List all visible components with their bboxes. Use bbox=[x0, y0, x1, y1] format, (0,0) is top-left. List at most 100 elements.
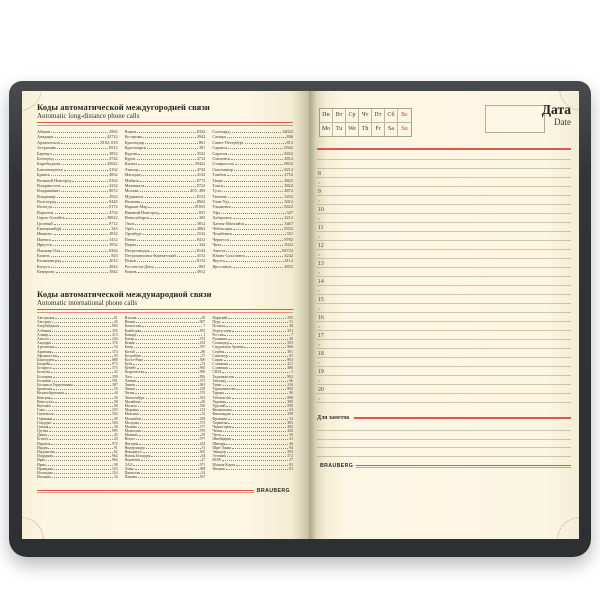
code-entry: Бельгия 32 bbox=[37, 370, 118, 374]
dotted-leader bbox=[51, 477, 113, 479]
code-entry-number: 8652 bbox=[284, 161, 293, 167]
code-entry: Екатеринбург 343 bbox=[37, 226, 118, 231]
section-divider bbox=[37, 309, 293, 313]
dotted-leader bbox=[141, 431, 199, 433]
hour-number: 9 bbox=[318, 188, 321, 195]
code-entry-number: 233 bbox=[111, 408, 118, 413]
code-entry-number: 593 bbox=[287, 450, 293, 454]
code-entry-number: 977 bbox=[199, 437, 206, 442]
code-entry-number: 996 bbox=[199, 370, 206, 375]
code-entry-number: 4162 bbox=[109, 166, 118, 172]
dotted-leader bbox=[142, 452, 199, 453]
hour-number: 19 bbox=[318, 368, 324, 375]
code-entry: Босния и Герцеговина 387 bbox=[37, 383, 118, 387]
code-entry-number: 4242 bbox=[284, 252, 293, 258]
code-entry-name: Новая Зеландия bbox=[124, 454, 151, 459]
code-entry: Египет 20 bbox=[37, 437, 118, 441]
dotted-leader bbox=[135, 338, 199, 340]
code-entry-name: Рязань bbox=[124, 269, 137, 275]
code-entry-name: Бахрейн bbox=[37, 362, 51, 367]
dotted-leader bbox=[139, 422, 199, 424]
code-entry-number: 351 bbox=[286, 231, 293, 237]
code-entry: Улан-Удэ 3012 bbox=[212, 199, 293, 204]
code-entry-number: 46 bbox=[289, 441, 293, 446]
code-entry: Южно-Сахалинск 4242 bbox=[212, 253, 293, 258]
dotted-leader bbox=[228, 318, 287, 319]
dotted-leader bbox=[49, 426, 113, 428]
code-entry: Магадан 4132 bbox=[125, 172, 206, 177]
code-entry: Германия 49 bbox=[37, 417, 118, 421]
dotted-leader bbox=[51, 132, 109, 133]
code-entry: Рязань 4912 bbox=[125, 269, 206, 274]
code-entry: Норвегия 47 bbox=[125, 458, 206, 462]
code-entry-number: 8772 bbox=[196, 177, 206, 183]
code-entry-number: 967 bbox=[199, 320, 206, 325]
code-entry-name: Хорватия bbox=[212, 420, 228, 425]
code-entry: Бахрейн 973 bbox=[37, 362, 118, 366]
code-entry-name: Тверь bbox=[212, 177, 223, 183]
dotted-leader bbox=[223, 431, 287, 433]
code-entry-number: 4012 bbox=[109, 258, 118, 264]
dotted-leader bbox=[230, 239, 284, 241]
code-entry-number: 595 bbox=[287, 316, 293, 320]
code-entry: Панама 507 bbox=[125, 475, 206, 479]
code-entry-name: Москва bbox=[124, 188, 139, 194]
code-entry: Горно-Алтайск 38822 bbox=[37, 215, 118, 220]
code-entry-name: Турция bbox=[212, 391, 225, 396]
code-entry: Кызыл 39422 bbox=[125, 161, 206, 166]
dotted-leader bbox=[139, 191, 190, 193]
code-entry-name: Нижний Новгород bbox=[124, 209, 159, 215]
dotted-leader bbox=[49, 338, 111, 340]
code-entry-number: 8782 bbox=[284, 236, 293, 242]
code-entry-number: 8182, 818 bbox=[100, 139, 118, 145]
half-hour-line: ▪ bbox=[317, 358, 571, 367]
dotted-leader bbox=[135, 351, 201, 353]
code-entry-name: Ульяновск bbox=[212, 204, 232, 210]
code-entry: Сальвадор 503 bbox=[212, 341, 293, 345]
code-entry-number: 372 bbox=[287, 454, 293, 459]
hour-line-15: 15 bbox=[317, 295, 571, 304]
code-entry-number: 863 bbox=[198, 263, 206, 269]
code-entry-number: 48 bbox=[289, 324, 293, 329]
dotted-leader bbox=[234, 164, 284, 166]
code-entry-number: 90 bbox=[289, 391, 293, 396]
code-entry-number: 4912 bbox=[196, 269, 206, 275]
code-entry: Коста-Рика 506 bbox=[125, 358, 206, 362]
dotted-leader bbox=[226, 405, 287, 407]
code-entry-name: Малайзия bbox=[124, 399, 141, 404]
code-entry: Владикавказ 8672 bbox=[37, 188, 118, 193]
code-entry-number: 373 bbox=[199, 420, 206, 425]
code-entry-number: 98 bbox=[113, 462, 118, 467]
code-entry: Азербайджан 994 bbox=[37, 324, 118, 328]
hour-line-10: 10 bbox=[317, 205, 571, 214]
code-entry-name: Ирак bbox=[37, 458, 46, 463]
code-entry-name: Марокко bbox=[124, 408, 139, 413]
code-entry-name: Екатеринбург bbox=[37, 226, 63, 232]
day-cell-en-4: Fr bbox=[372, 122, 385, 136]
code-entry: Астрахань 8512 bbox=[37, 145, 118, 150]
code-entry-name: Россия bbox=[212, 332, 224, 337]
code-entry: Марокко 212 bbox=[125, 408, 206, 412]
dotted-leader bbox=[225, 393, 289, 395]
dotted-leader bbox=[139, 169, 196, 171]
code-entry-number: 995 bbox=[111, 429, 118, 434]
code-entry: Самара 846 bbox=[212, 134, 293, 139]
code-entry-number: 3952 bbox=[109, 242, 118, 248]
code-entry: Индонезия 62 bbox=[37, 450, 118, 454]
code-entry: Малайзия 60 bbox=[125, 400, 206, 404]
dotted-leader bbox=[51, 443, 111, 445]
code-entry-name: Мексика bbox=[124, 412, 139, 417]
half-hour-line: ▪ bbox=[317, 394, 571, 403]
code-entry-name: Норвегия bbox=[124, 458, 140, 463]
dotted-leader bbox=[226, 443, 289, 445]
code-entry-name: Египет bbox=[37, 437, 49, 442]
hour-line-14: 14 bbox=[317, 277, 571, 286]
code-entry-number: 505 bbox=[199, 450, 206, 454]
dotted-leader bbox=[142, 330, 199, 332]
day-cell-ru-2: Ср bbox=[346, 109, 359, 123]
code-entry: Бангладеш 880 bbox=[37, 358, 118, 362]
code-entry-name: Греция bbox=[37, 424, 49, 429]
code-entry-number: 56 bbox=[289, 433, 293, 438]
day-cell-en-1: Tu bbox=[333, 122, 346, 136]
code-entry: Вологда 8172 bbox=[37, 204, 118, 209]
